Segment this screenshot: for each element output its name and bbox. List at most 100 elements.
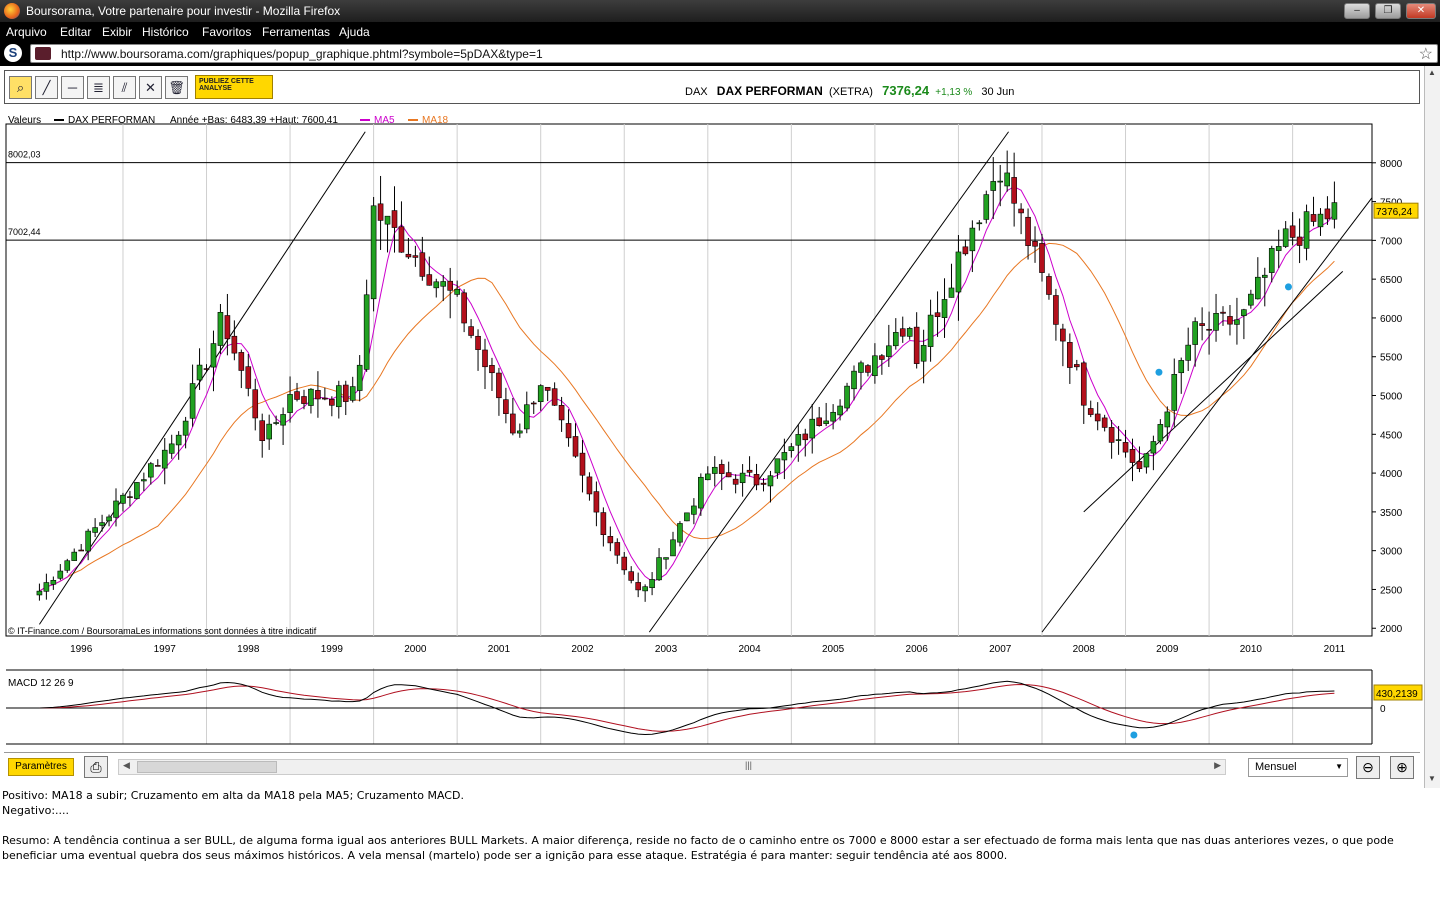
candle-up <box>774 458 781 474</box>
parametres-button[interactable]: Paramètres <box>8 758 74 776</box>
candle-down <box>530 402 537 405</box>
candle-down <box>1296 236 1303 246</box>
legend-ma18: MA18 <box>422 115 449 126</box>
star-icon[interactable]: ☆ <box>1418 46 1433 63</box>
candle-down <box>1220 311 1226 314</box>
scroll-left-icon[interactable]: ◀ <box>123 760 130 770</box>
candle-up <box>830 411 836 422</box>
quote-market: DAX <box>685 86 708 98</box>
horizontal-line-icon[interactable]: ─ <box>61 76 84 99</box>
candle-up <box>997 180 1004 183</box>
zoom-in-icon[interactable]: ⊕ <box>1390 756 1414 779</box>
y-tick-label: 3000 <box>1380 547 1403 558</box>
menu-ajuda[interactable]: Ajuda <box>339 25 370 39</box>
candle-down <box>231 335 238 354</box>
candle-up <box>370 205 377 300</box>
site-identity-icon[interactable]: S <box>4 44 22 62</box>
candle-down <box>259 420 266 441</box>
candle-down <box>294 391 300 400</box>
maximize-button[interactable]: ❐ <box>1375 3 1401 19</box>
cross-line-icon[interactable]: ✕ <box>139 76 162 99</box>
candle-up <box>99 522 105 526</box>
x-tick-label: 2005 <box>822 644 845 655</box>
minimize-button[interactable]: – <box>1344 3 1370 19</box>
candle-up <box>50 579 57 585</box>
candle-up <box>356 364 363 391</box>
x-tick-label: 2007 <box>989 644 1012 655</box>
candle-up <box>1255 276 1261 300</box>
scroll-up-icon[interactable]: ▲ <box>1428 68 1436 77</box>
scroll-down-icon[interactable]: ▼ <box>1428 774 1436 783</box>
legend-series: DAX PERFORMAN <box>68 115 155 126</box>
publiez-analyse-button[interactable]: PUBLIEZ CETTE ANALYSE <box>195 75 273 99</box>
candle-up <box>941 299 948 318</box>
candlesticks <box>36 150 1338 602</box>
period-select[interactable]: Mensuel ▼ <box>1248 758 1348 777</box>
menu-historico[interactable]: Histórico <box>142 25 189 39</box>
candle-up <box>1213 313 1219 331</box>
candle-down <box>475 335 481 350</box>
candle-up <box>57 570 64 579</box>
candle-down <box>154 465 161 467</box>
trash-icon[interactable]: 🗑 <box>165 76 188 99</box>
menu-editar[interactable]: Editar <box>60 25 92 39</box>
fibonacci-icon[interactable]: ≣ <box>87 76 110 99</box>
menu-arquivo[interactable]: Arquivo <box>6 25 47 39</box>
candle-down <box>496 372 502 399</box>
blue-dot-marker <box>1155 368 1163 376</box>
vertical-scrollbar[interactable]: ▲ ▼ <box>1424 66 1440 788</box>
candle-up <box>983 194 990 220</box>
x-tick-label: 2001 <box>488 644 511 655</box>
window-title: Boursorama, Votre partenaire pour invest… <box>26 4 341 18</box>
candle-down <box>322 397 328 400</box>
parallel-line-icon[interactable]: ⫽ <box>113 76 136 99</box>
menu-favoritos[interactable]: Favoritos <box>202 25 252 39</box>
chart-bottom-bar: Paramètres ⎙ ◀ ||| ▶ Mensuel ▼ ⊖ ⊕ <box>4 752 1420 782</box>
trendline-icon[interactable]: ╱ <box>35 76 58 99</box>
candle-down <box>572 436 579 457</box>
close-button[interactable]: ✕ <box>1406 3 1436 19</box>
x-tick-label: 2008 <box>1073 644 1096 655</box>
x-tick-label: 2003 <box>655 644 678 655</box>
y-tick-label: 6000 <box>1380 314 1403 325</box>
zoom-icon[interactable]: ⌕ <box>9 76 32 99</box>
plot-border <box>5 123 1373 637</box>
candle-down <box>1067 342 1073 368</box>
negativo-text: Negativo:.... <box>2 804 70 817</box>
print-icon[interactable]: ⎙ <box>84 756 108 778</box>
candle-up <box>823 420 829 424</box>
macd-label: MACD 12 26 9 <box>8 678 74 689</box>
horizontal-scrollbar[interactable]: ◀ ||| ▶ <box>118 759 1226 775</box>
candle-down <box>600 512 607 536</box>
candle-up <box>642 586 648 592</box>
last-value-label: 7376,24 <box>1376 207 1413 218</box>
firefox-icon <box>4 3 20 19</box>
candle-down <box>482 349 488 368</box>
zoom-out-icon[interactable]: ⊖ <box>1356 756 1380 779</box>
candle-up <box>851 370 857 390</box>
url-bar[interactable]: http://www.boursorama.com/graphiques/pop… <box>30 44 1438 63</box>
candle-down <box>1289 225 1296 238</box>
scroll-thumb[interactable] <box>137 761 277 773</box>
menu-exibir[interactable]: Exibir <box>102 25 133 39</box>
candle-down <box>746 469 753 473</box>
candle-down <box>816 417 822 426</box>
candle-up <box>969 227 976 252</box>
price-chart[interactable]: 2000 2500 3000 3500 4000 4500 5000 5500 6000 6500… <box>0 108 1424 752</box>
candle-up <box>454 288 460 295</box>
candle-up <box>927 314 934 347</box>
candle-up <box>955 251 962 293</box>
quote-price: 7376,24 <box>882 83 930 98</box>
menu-ferramentas[interactable]: Ferramentas <box>262 25 331 39</box>
scroll-right-icon[interactable]: ▶ <box>1214 760 1221 770</box>
level-label: 8002,03 <box>8 150 41 160</box>
chart-grid <box>5 123 1376 744</box>
candle-up <box>106 516 112 522</box>
x-tick-label: 1998 <box>237 644 260 655</box>
candle-up <box>196 364 203 381</box>
candle-down <box>565 423 572 439</box>
candle-up <box>670 539 676 557</box>
quote-date: 30 Jun <box>981 86 1015 98</box>
url-text[interactable]: http://www.boursorama.com/graphiques/pop… <box>61 47 543 61</box>
period-value: Mensuel <box>1255 761 1297 773</box>
